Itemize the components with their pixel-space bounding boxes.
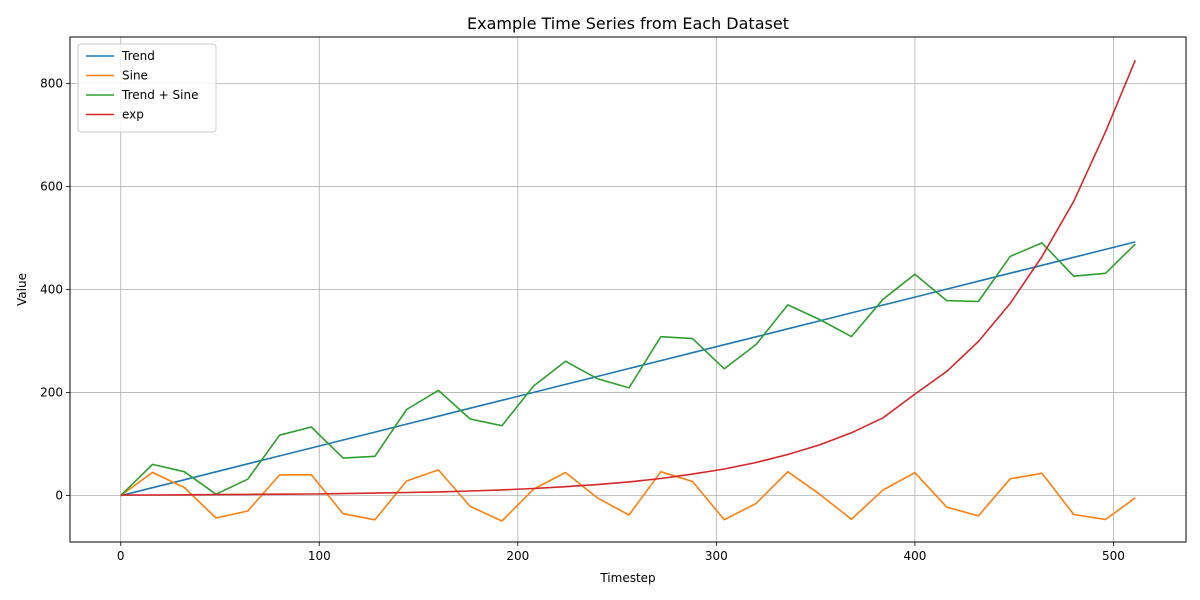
x-axis-label: Timestep — [599, 571, 655, 585]
chart-title: Example Time Series from Each Dataset — [467, 14, 789, 33]
y-tick-label: 200 — [40, 386, 63, 400]
series-line-exp — [120, 59, 1137, 496]
x-tick-label: 300 — [705, 549, 728, 563]
legend-label: exp — [122, 108, 144, 122]
y-tick-label: 0 — [55, 489, 63, 503]
y-tick-label: 600 — [40, 179, 63, 193]
axis-ticks: 0 100 200 300 400 500 0 200 400 600 800 — [40, 76, 1125, 563]
series-line-trend-sine — [120, 242, 1136, 497]
legend-box — [77, 43, 217, 133]
legend: Trend Sine Trend + Sine exp — [77, 43, 217, 133]
series-line-trend — [120, 241, 1136, 497]
x-tick-label: 0 — [117, 549, 125, 563]
y-tick-label: 400 — [40, 283, 63, 297]
series-lines — [120, 59, 1137, 522]
y-axis-label: Value — [15, 273, 29, 306]
legend-label: Sine — [122, 69, 148, 83]
series-line-sine — [120, 469, 1136, 522]
x-tick-label: 100 — [308, 549, 331, 563]
grid-lines — [70, 37, 1186, 542]
legend-label: Trend — [121, 49, 155, 63]
y-tick-label: 800 — [40, 76, 63, 90]
x-tick-label: 500 — [1102, 549, 1125, 563]
x-tick-label: 200 — [506, 549, 529, 563]
legend-label: Trend + Sine — [121, 88, 198, 102]
x-tick-label: 400 — [903, 549, 926, 563]
